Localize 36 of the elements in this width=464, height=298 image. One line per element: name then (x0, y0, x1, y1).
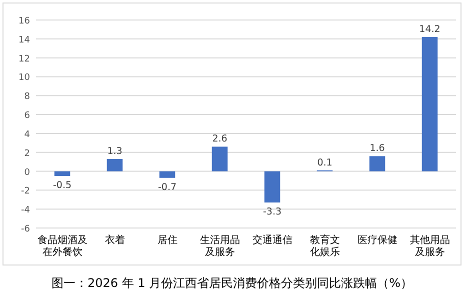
y-tick-label: 10 (18, 73, 30, 84)
y-tick-label: 4 (24, 130, 30, 140)
bar (159, 171, 176, 178)
x-tick-label: 衣着 (104, 234, 125, 246)
y-tick-label: 0 (24, 168, 30, 178)
y-tick-label: 16 (18, 16, 30, 26)
y-tick-label: -4 (21, 206, 30, 216)
data-label: 1.6 (370, 143, 385, 154)
y-tick-label: 12 (18, 54, 30, 64)
x-tick-label: 食品烟酒及在外餐饮 (37, 234, 88, 258)
data-label: -3.3 (262, 206, 282, 218)
bar (422, 37, 438, 172)
bar (54, 171, 70, 176)
bar (106, 158, 123, 172)
x-tick-label: 医疗保健 (357, 234, 398, 246)
y-tick-label: 2 (24, 148, 30, 159)
y-tick-label: -2 (21, 186, 30, 197)
bar (212, 146, 228, 172)
y-tick-label: 14 (18, 35, 30, 46)
x-tick-label: 居住 (157, 235, 178, 246)
bar (369, 156, 386, 172)
x-tick-label: 其他用品及服务 (410, 234, 450, 258)
data-label: 0.1 (317, 157, 332, 168)
data-label: -0.7 (158, 182, 177, 193)
y-tick-label: 6 (24, 111, 30, 122)
x-tick-label: 交通通信 (252, 234, 292, 246)
data-label: 1.3 (107, 146, 122, 157)
y-tick-label: 8 (24, 92, 30, 102)
bar (264, 171, 280, 202)
data-label: 2.6 (212, 134, 228, 145)
text: 图一：2026 年 1 月份江西省居民消费价格分类别同比涨跌幅（%） (51, 276, 413, 290)
x-tick-label: 生活用品及服务 (200, 234, 240, 258)
data-label: -0.5 (52, 180, 72, 191)
x-tick-label: 教育文化娱乐 (310, 234, 340, 258)
data-label: 14.2 (419, 24, 440, 36)
y-tick-label: -6 (21, 224, 30, 234)
